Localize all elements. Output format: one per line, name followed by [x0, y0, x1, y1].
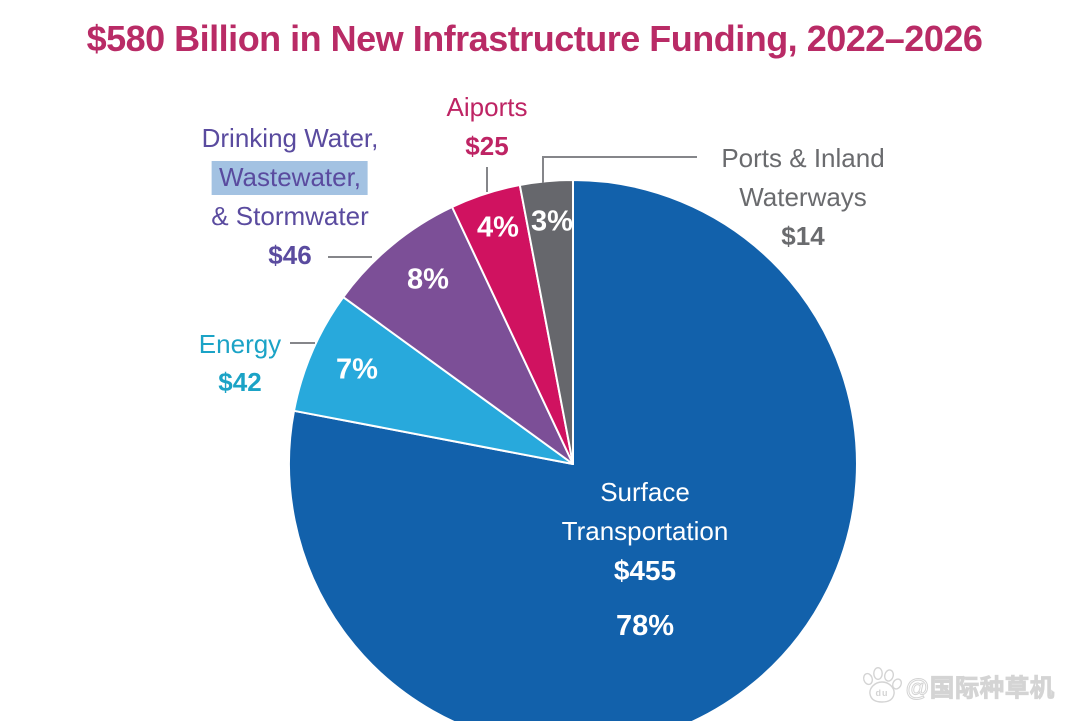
surface-value: $455 [613, 555, 677, 586]
pie-slice-2 [342, 206, 574, 465]
drinking-label-line1: Drinking Water, [201, 123, 379, 153]
airports-label-text: Aiports [446, 92, 528, 122]
slice-label-surface-transportation: Surface Transportation $455 78% [562, 473, 729, 646]
ports-label-line2: Waterways [739, 182, 867, 212]
pie-slices [287, 178, 858, 721]
leader-line-ports [542, 156, 697, 183]
drinking-label-line3: & Stormwater [211, 201, 369, 231]
wastewater-highlight: Wastewater, [211, 161, 369, 195]
surface-label-line1: Surface [600, 477, 690, 507]
ports-percent: 3% [531, 205, 573, 238]
airports-value: $25 [465, 131, 509, 161]
energy-label-text: Energy [198, 329, 282, 359]
energy-percent: 7% [336, 353, 378, 386]
drinking-percent: 8% [407, 263, 449, 296]
slice-label-ports: Ports & Inland Waterways $14 [721, 139, 884, 256]
slice-label-airports: Aiports $25 [447, 88, 528, 166]
drinking-label-line2: Wastewater, [202, 158, 379, 197]
slice-label-energy: Energy $42 [199, 325, 281, 401]
surface-label-line2: Transportation [561, 516, 729, 546]
ports-value: $14 [781, 221, 825, 251]
surface-percent: 78% [615, 610, 675, 642]
energy-value: $42 [218, 367, 262, 397]
chart-title: $580 Billion in New Infrastructure Fundi… [86, 18, 983, 59]
drinking-value: $46 [268, 240, 312, 270]
airports-percent: 4% [477, 211, 519, 244]
pie-slice-4 [518, 178, 574, 465]
watermark: du @国际种草机 [861, 667, 1055, 703]
pie-slice-0 [287, 179, 858, 721]
ports-label-line1: Ports & Inland [721, 143, 885, 173]
svg-text:du: du [875, 688, 888, 698]
paw-icon: du [862, 667, 902, 703]
pie-slice-1 [293, 296, 574, 465]
watermark-text: @国际种草机 [905, 674, 1055, 702]
slice-label-drinking-water: Drinking Water, Wastewater, & Stormwater… [202, 119, 379, 275]
